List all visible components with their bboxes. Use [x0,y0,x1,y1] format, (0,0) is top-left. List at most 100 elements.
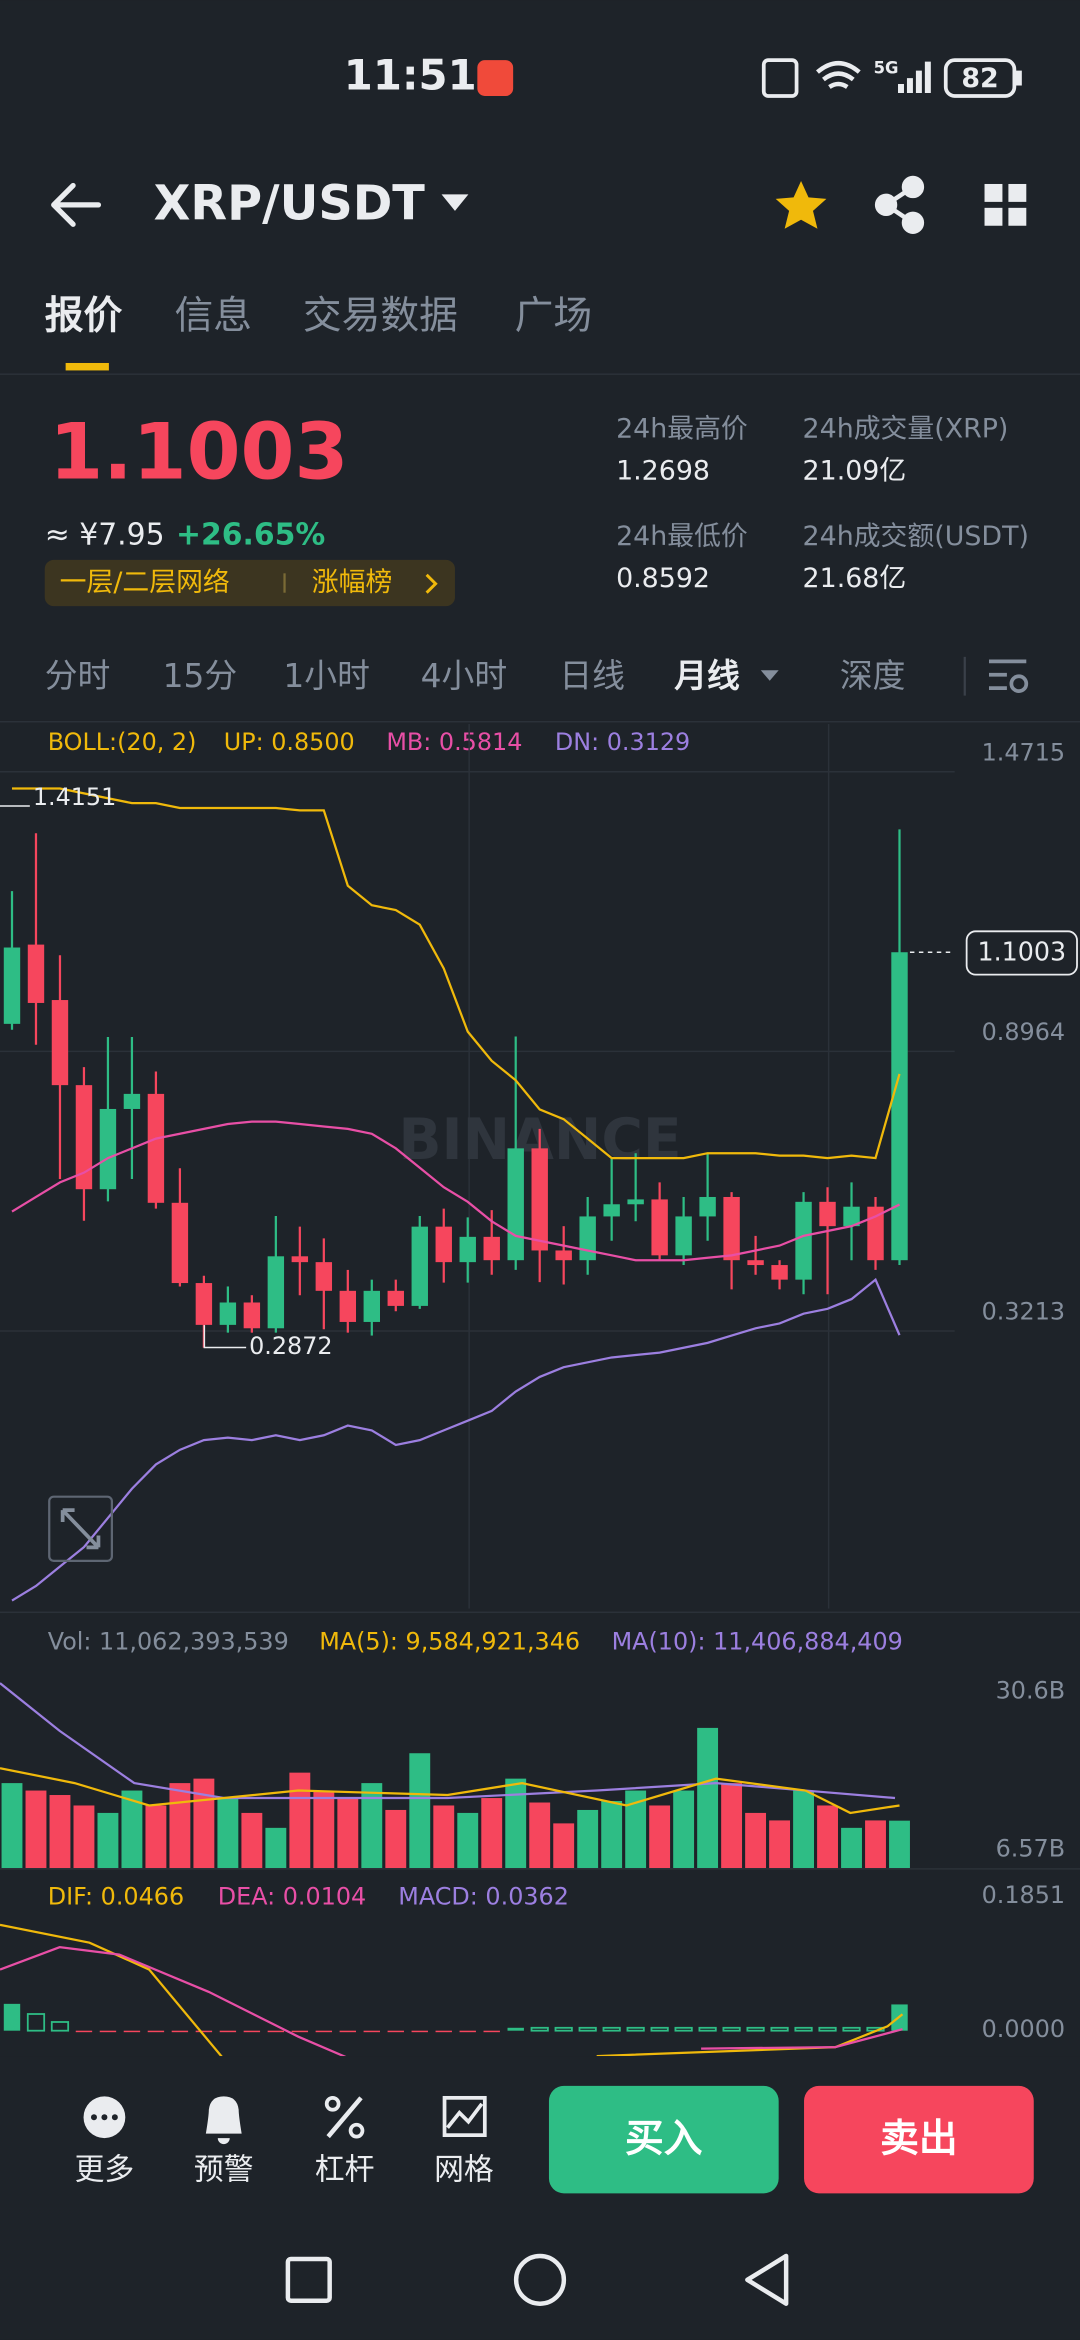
macd-bar [339,2030,357,2033]
volume-bar [769,1820,791,1869]
volume-bar [577,1809,599,1869]
action-label[interactable]: 预警 [194,2152,254,2187]
macd-bar [746,2026,765,2032]
divider [0,1611,1080,1614]
notification-icon [477,60,514,96]
volume-bar [25,1790,47,1869]
macd-bar [99,2030,117,2033]
grid-button[interactable]: 网格 [434,2095,494,2188]
pair-dropdown[interactable] [441,194,469,211]
candle-body [459,1236,476,1263]
macd-bar [147,2030,165,2033]
interval[interactable]: 15分 [163,657,238,695]
boll-upper-line [11,787,901,1160]
volume-bar [817,1805,838,1869]
interval[interactable]: 深度 [840,657,906,695]
candle-body [3,947,21,1024]
action-label[interactable]: 网格 [434,2152,494,2187]
back-button[interactable] [51,182,102,227]
candle-body [747,1260,764,1266]
signal-icon [898,61,931,93]
chart-settings[interactable] [989,659,1029,694]
volume-bar [217,1798,239,1869]
tag[interactable]: 涨幅榜 [312,567,393,598]
volume-bar [121,1790,143,1869]
pair-title[interactable]: XRP/USDT [154,176,426,231]
macd-bar [530,2026,549,2032]
candle-body [531,1148,548,1251]
candle-body [627,1199,644,1205]
macd-bar [698,2026,717,2032]
menu-button[interactable] [984,183,1027,226]
nav-recents[interactable] [285,2256,332,2303]
share-button[interactable] [874,175,925,234]
tag-pill[interactable] [44,559,455,607]
stat-value: 1.2698 [616,455,710,486]
macd-bar [267,2030,285,2033]
macd-bar [435,2030,452,2033]
candle-body [843,1206,860,1227]
nav-home[interactable] [513,2253,567,2306]
volume-bar [697,1727,719,1869]
buy-label[interactable]: 买入 [625,2117,703,2162]
alert-button[interactable]: 预警 [194,2096,254,2187]
margin-button[interactable]: 杠杆 [315,2095,375,2188]
volume-bar [193,1778,215,1869]
volume-bar [505,1778,527,1869]
volume-bar [337,1798,359,1869]
stat-label: 24h最高价 [616,414,748,445]
candle-body [819,1201,836,1227]
tag[interactable]: 一层/二层网络 [60,567,230,598]
macd-bar [291,2030,309,2033]
buy-button[interactable] [548,2085,779,2194]
fullscreen-button[interactable] [48,1495,113,1562]
tab[interactable]: 信息 [175,294,253,339]
high-annotation: 1.4151 [33,783,117,811]
dea-line [0,1946,903,2057]
volume-bar [793,1790,814,1869]
interval[interactable]: 日线 [559,657,625,695]
legend: MA(5): 9,584,921,346 [319,1627,580,1655]
tab-active[interactable]: 报价 [45,294,123,339]
interval[interactable]: 4小时 [421,657,507,695]
divider [0,720,1080,723]
separator [963,656,966,696]
volume-bar [457,1812,479,1869]
volume-bar [265,1827,287,1869]
candle-body [99,1108,117,1190]
volume-bar [145,1805,167,1869]
more-button[interactable]: 更多 [75,2096,135,2187]
candle-body [867,1206,884,1261]
macd-bar [171,2030,189,2033]
price-change: +26.65% [176,518,325,553]
candle-body [195,1283,213,1325]
sell-label[interactable]: 卖出 [880,2117,958,2162]
tag-separator [283,573,286,593]
sell-button[interactable] [804,2085,1034,2194]
candle-body [555,1250,572,1261]
volume-ma10-line [0,1682,896,1800]
action-label[interactable]: 杠杆 [315,2152,375,2187]
tab[interactable]: 交易数据 [303,294,458,339]
candle-body [891,952,908,1261]
legend: MA(10): 11,406,884,409 [612,1627,903,1655]
interval[interactable]: 分时 [45,657,111,695]
interval[interactable]: 1小时 [283,657,369,695]
nfc-icon [761,58,799,98]
y-tick-label: 6.57B [996,1835,1066,1863]
tab-indicator [65,362,109,371]
last-price: 1.1003 [49,407,348,497]
dif-line [0,1923,904,2057]
volume-bar [865,1820,886,1869]
volume-ma5-line [0,1767,900,1815]
candle-body [363,1290,380,1322]
action-label[interactable]: 更多 [75,2152,135,2187]
interval-dropdown[interactable] [760,670,779,681]
macd-bar [3,2003,21,2031]
favorite-star[interactable] [775,180,827,229]
interval-active[interactable]: 月线 [674,657,740,695]
candle-body [603,1204,620,1217]
nav-back[interactable] [745,2253,789,2306]
tab[interactable]: 广场 [515,294,593,339]
